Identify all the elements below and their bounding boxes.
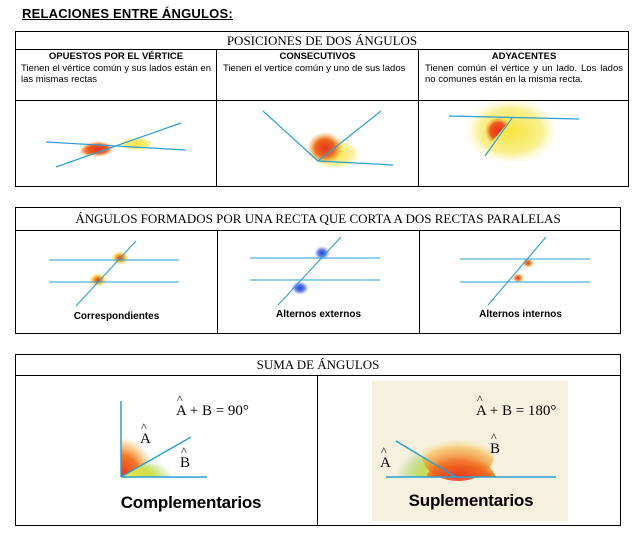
caption-alternos-internos: Alternos internos [479,309,562,320]
supplementary-formula: A + B = 180° [476,392,556,420]
complementary-formula: A + B = 90° [176,392,249,420]
parallels-header: ÁNGULOS FORMADOS POR UNA RECTA QUE CORTA… [16,208,620,231]
label-b-text: B [490,430,500,458]
col-title-consecutivos: CONSECUTIVOS [279,51,356,62]
page-title: RELACIONES ENTRE ÁNGULOS: [22,6,233,21]
label-b-complementary: B [180,444,190,472]
caption-complementarios: Complementarios [120,493,262,512]
caption-alternos-externos: Alternos externos [275,309,362,320]
col-desc-adyacentes: Tienen común el vértice y un lado. Los l… [425,63,623,85]
positions-header-text: POSICIONES DE DOS ÁNGULOS [226,33,418,48]
label-a-text: A [380,444,391,472]
label-b-text: B [180,444,190,472]
caption-correspondientes: Correspondientes [73,311,160,322]
label-b-supplementary: B [490,430,500,458]
divider [16,100,628,101]
alternate-exterior-angles-figure [250,236,380,306]
corresponding-angles-figure [49,240,179,307]
col-desc-consecutivos: Tienen el vertice común y uno de sus lad… [223,63,406,74]
positions-header: POSICIONES DE DOS ÁNGULOS [16,32,628,50]
label-a-text: A [140,420,151,448]
col-desc-opuestos: Tienen el vértice común y sus lados está… [21,63,211,85]
col-title-adyacentes: ADYACENTES [491,51,557,62]
sum-table: SUMA DE ÁNGULOS A + B = 90° A B Compleme… [15,354,621,526]
divider [418,49,419,187]
label-a-complementary: A [140,420,151,448]
col-title-opuestos: OPUESTOS POR EL VÉRTICE [48,51,184,62]
parallels-table: ÁNGULOS FORMADOS POR UNA RECTA QUE CORTA… [15,207,621,334]
sum-header: SUMA DE ÁNGULOS [16,355,620,376]
supplementary-angles-figure [386,429,556,481]
sum-header-text: SUMA DE ÁNGULOS [256,357,380,372]
label-a-supplementary: A [380,444,391,472]
positions-table: POSICIONES DE DOS ÁNGULOS OPUESTOS POR E… [15,31,629,187]
divider [419,230,420,334]
parallels-header-text: ÁNGULOS FORMADOS POR UNA RECTA QUE CORTA… [75,211,561,226]
formula-text: A + B = 180° [476,392,556,420]
adjacent-angles-figure [448,101,580,165]
formula-text: A + B = 90° [176,392,249,420]
divider [317,375,318,526]
divider [216,49,217,187]
opposite-angles-figure [45,122,187,168]
caption-suplementarios: Suplementarios [408,491,534,510]
divider [217,230,218,334]
consecutive-angles-figure [262,110,394,170]
alternate-interior-angles-figure [460,236,590,306]
